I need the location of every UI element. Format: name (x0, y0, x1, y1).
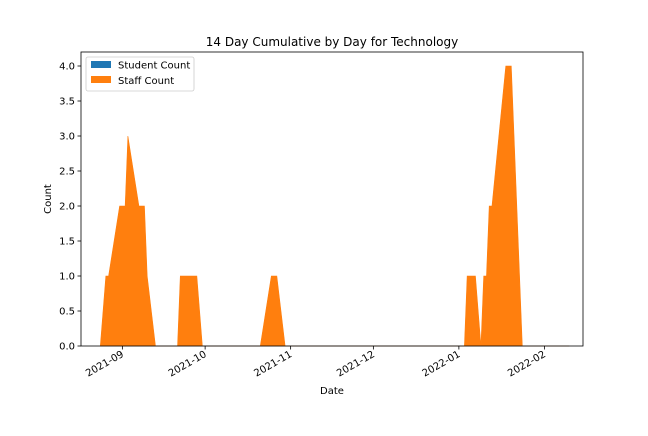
x-axis-title: Date (320, 386, 344, 397)
legend-swatch-staff (91, 76, 111, 83)
legend-label-student: Student Count (118, 61, 190, 72)
y-tick-label: 3.0 (59, 132, 75, 143)
chart-title: 14 Day Cumulative by Day for Technology (206, 35, 458, 49)
plot-area (99, 65, 570, 347)
y-tick-label: 2.0 (59, 202, 75, 213)
area-series-staff-count (99, 65, 570, 347)
x-tick-label: 2021-09 (84, 349, 126, 379)
x-axis: 2021-09 2021-10 2021-11 2021-12 2022-01 2022-… (84, 346, 548, 379)
legend-label-staff: Staff Count (118, 76, 174, 87)
legend: Student Count Staff Count (85, 56, 195, 92)
legend-swatch-student (91, 61, 111, 68)
y-tick-label: 0.0 (59, 342, 75, 353)
y-tick-label: 4.0 (59, 62, 75, 73)
x-tick-label: 2021-10 (167, 349, 209, 379)
x-tick-label: 2022-02 (506, 349, 548, 379)
y-tick-label: 1.5 (59, 237, 75, 248)
y-axis-title: Count (43, 184, 54, 214)
y-tick-label: 0.5 (59, 307, 75, 318)
y-tick-label: 2.5 (59, 167, 75, 178)
x-tick-label: 2022-01 (421, 349, 463, 379)
x-tick-label: 2021-11 (252, 349, 294, 379)
y-tick-label: 1.0 (59, 272, 75, 283)
x-tick-label: 2021-12 (335, 349, 377, 379)
legend-frame (85, 56, 195, 92)
y-tick-label: 3.5 (59, 97, 75, 108)
y-axis: 0.0 0.5 1.0 1.5 2.0 2.5 3.0 3.5 4.0 (59, 62, 81, 353)
plot-frame (80, 51, 584, 347)
